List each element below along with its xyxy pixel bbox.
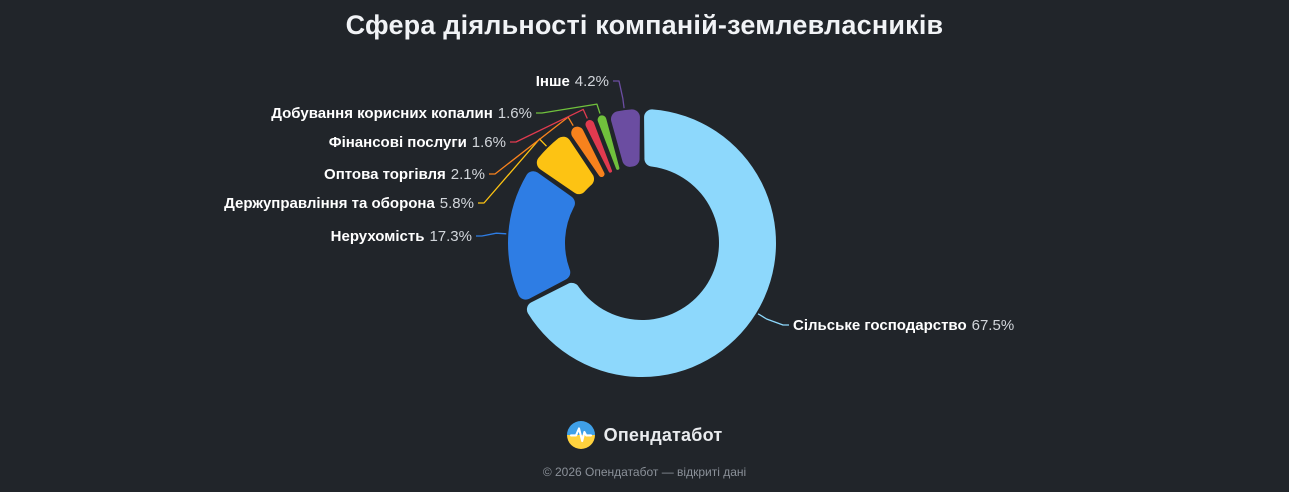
pie-slice-держуправління-та-оборона[interactable] xyxy=(536,136,595,195)
label-connector xyxy=(489,116,574,175)
slice-label: Держуправління та оборона 5.8% xyxy=(224,195,474,212)
slice-label: Інше 4.2% xyxy=(536,73,609,90)
pie-slice-добування-корисних-копалин[interactable] xyxy=(597,115,620,170)
pie-slice-сільське-господарство[interactable] xyxy=(526,109,776,378)
label-connector xyxy=(476,232,507,237)
slice-label: Оптова торгівля 2.1% xyxy=(324,166,485,183)
slice-label: Фінансові послуги 1.6% xyxy=(329,134,506,151)
brand-logo: Опендатабот xyxy=(0,421,1289,449)
label-connector xyxy=(478,138,547,204)
chart-title: Сфера діяльності компаній-землевласників xyxy=(345,10,944,40)
brand-name: Опендатабот xyxy=(603,424,723,445)
pie-slice-оптова-торгівля[interactable] xyxy=(571,126,605,178)
slice-label: Сільське господарство 67.5% xyxy=(793,317,1014,334)
label-connector xyxy=(536,103,601,114)
label-connector xyxy=(613,80,625,109)
slice-label: Добування корисних копалин 1.6% xyxy=(271,105,532,122)
label-connector xyxy=(757,313,789,326)
slice-label: Нерухомість 17.3% xyxy=(331,228,472,245)
label-connector xyxy=(510,108,588,143)
pie-slice-інше[interactable] xyxy=(610,109,640,167)
pie-slice-нерухомість[interactable] xyxy=(507,171,575,300)
pie-slice-фінансові-послуги[interactable] xyxy=(585,120,613,173)
footer-copyright: © 2026 Опендатабот — відкриті дані xyxy=(542,465,747,479)
opendatabot-pulse-icon xyxy=(566,421,595,449)
